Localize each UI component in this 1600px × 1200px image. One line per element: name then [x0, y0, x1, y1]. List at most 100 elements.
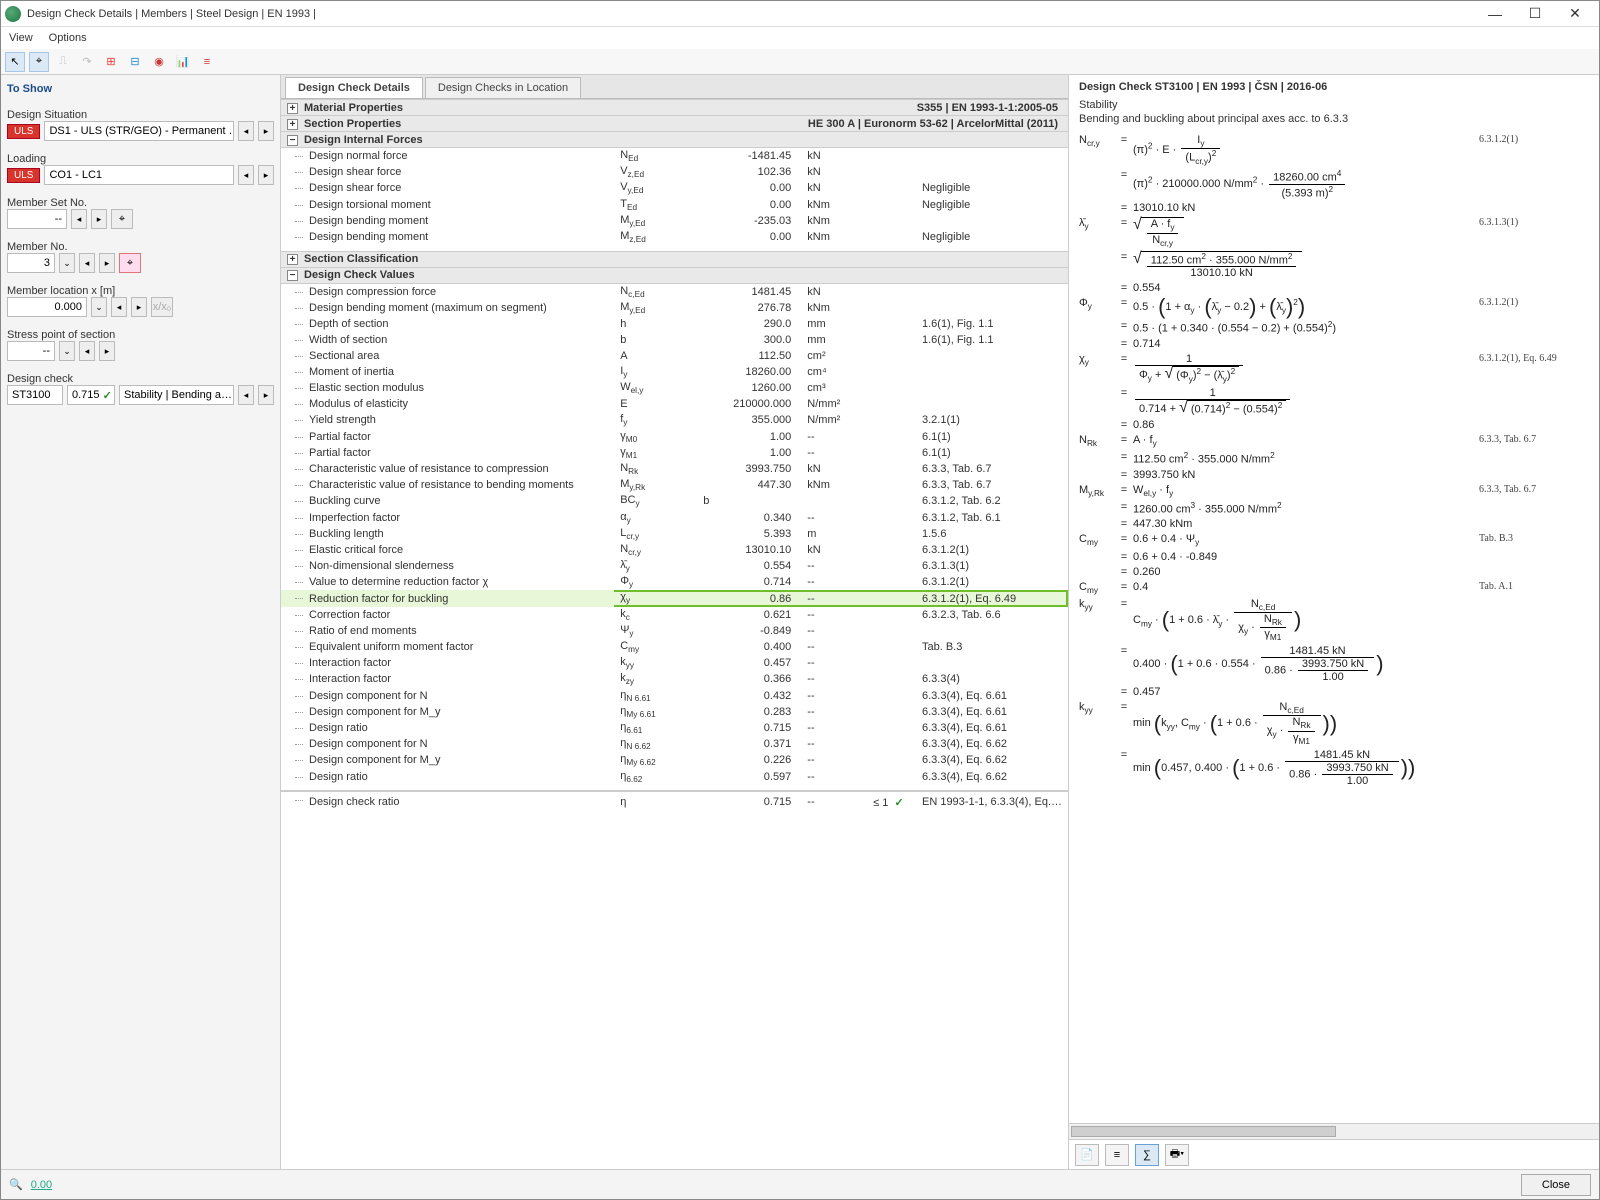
memberloc-field[interactable]: 0.000: [7, 297, 87, 317]
data-row[interactable]: Design component for M_yηMy 6.620.226--6…: [281, 752, 1068, 768]
data-row[interactable]: Design ratioη6.620.597--6.3.3(4), Eq. 6.…: [281, 769, 1068, 785]
memberno-prev-button[interactable]: ◂: [79, 253, 95, 273]
minimize-button[interactable]: —: [1475, 2, 1515, 26]
stress-field[interactable]: --: [7, 341, 55, 361]
data-row[interactable]: Buckling curveBCyb6.3.1.2, Tab. 6.2: [281, 493, 1068, 509]
rtool-2-icon[interactable]: ≡: [1105, 1144, 1129, 1166]
designcheck-label: Design check: [7, 373, 274, 385]
group-row[interactable]: +Material PropertiesS355 | EN 1993-1-1:2…: [281, 100, 1068, 116]
memberset-next-button[interactable]: ▸: [91, 209, 107, 229]
menu-view[interactable]: View: [9, 32, 33, 44]
memberno-next-button[interactable]: ▸: [99, 253, 115, 273]
data-row[interactable]: Sectional areaA112.50cm²: [281, 348, 1068, 364]
data-row[interactable]: Design torsional momentTEd0.00kNmNegligi…: [281, 197, 1068, 213]
data-row[interactable]: Depth of sectionh290.0mm1.6(1), Fig. 1.1: [281, 316, 1068, 332]
group-row[interactable]: −Design Check Values: [281, 267, 1068, 283]
data-row[interactable]: Non-dimensional slendernessλ̄y0.554--6.3…: [281, 558, 1068, 574]
rtool-1-icon[interactable]: 📄: [1075, 1144, 1099, 1166]
data-row[interactable]: Design shear forceVy,Ed0.00kNNegligible: [281, 180, 1068, 196]
memberno-pick-icon[interactable]: ⌖: [119, 253, 141, 273]
memberset-prev-button[interactable]: ◂: [71, 209, 87, 229]
group-row[interactable]: +Section Classification: [281, 251, 1068, 267]
memberloc-extra-icon[interactable]: x/x₀: [151, 297, 173, 317]
rtool-print-icon[interactable]: 🖶▾: [1165, 1144, 1189, 1166]
data-row[interactable]: Design normal forceNEd-1481.45kN: [281, 148, 1068, 165]
memberloc-label: Member location x [m]: [7, 285, 274, 297]
dc-next-button[interactable]: ▸: [258, 385, 274, 405]
memberset-field[interactable]: --: [7, 209, 67, 229]
data-row[interactable]: Design component for NηN 6.620.371--6.3.…: [281, 736, 1068, 752]
situation-field[interactable]: DS1 - ULS (STR/GEO) - Permanent …: [44, 121, 234, 141]
memberloc-dropdown-button[interactable]: ⌄: [91, 297, 107, 317]
data-row[interactable]: Design bending moment (maximum on segmen…: [281, 300, 1068, 316]
memberset-pick-icon[interactable]: ⌖: [111, 209, 133, 229]
loading-prev-button[interactable]: ◂: [238, 165, 254, 185]
data-row[interactable]: Design component for NηN 6.610.432--6.3.…: [281, 688, 1068, 704]
maximize-button[interactable]: ☐: [1515, 2, 1555, 26]
data-row[interactable]: Design shear forceVz,Ed102.36kN: [281, 164, 1068, 180]
situation-prev-button[interactable]: ◂: [238, 121, 254, 141]
data-row[interactable]: Elastic section modulusWel,y1260.00cm³: [281, 380, 1068, 396]
data-row[interactable]: Value to determine reduction factor χΦy0…: [281, 574, 1068, 590]
tool-4-icon[interactable]: ↷: [77, 52, 97, 72]
close-window-button[interactable]: ✕: [1555, 2, 1595, 26]
data-row[interactable]: Moment of inertiaIy18260.00cm⁴: [281, 364, 1068, 380]
data-row[interactable]: Characteristic value of resistance to co…: [281, 461, 1068, 477]
tool-cursor-icon[interactable]: ⌖: [29, 52, 49, 72]
memberno-field[interactable]: 3: [7, 253, 55, 273]
dc-desc-field[interactable]: Stability | Bending a…: [119, 385, 234, 405]
data-row[interactable]: Partial factorγM11.00--6.1(1): [281, 445, 1068, 461]
situation-next-button[interactable]: ▸: [258, 121, 274, 141]
data-row[interactable]: Design bending momentMz,Ed0.00kNmNegligi…: [281, 229, 1068, 245]
tool-3-icon[interactable]: ⎍: [53, 52, 73, 72]
loading-next-button[interactable]: ▸: [258, 165, 274, 185]
stress-next-button[interactable]: ▸: [99, 341, 115, 361]
data-row[interactable]: Interaction factorkyy0.457--: [281, 655, 1068, 671]
menu-options[interactable]: Options: [49, 32, 87, 44]
data-row[interactable]: Correction factorkc0.621--6.3.2.3, Tab. …: [281, 607, 1068, 623]
loading-field[interactable]: CO1 - LC1: [44, 165, 234, 185]
data-row[interactable]: Width of sectionb300.0mm1.6(1), Fig. 1.1: [281, 332, 1068, 348]
status-help-icon[interactable]: 🔍: [9, 1178, 23, 1191]
data-row[interactable]: Elastic critical forceNcr,y13010.10kN6.3…: [281, 542, 1068, 558]
data-row[interactable]: Design ratioη6.610.715--6.3.3(4), Eq. 6.…: [281, 720, 1068, 736]
tab-location[interactable]: Design Checks in Location: [425, 77, 581, 98]
right-hscrollbar[interactable]: [1069, 1123, 1599, 1139]
status-progress-icon[interactable]: 0.00: [31, 1179, 52, 1191]
group-row[interactable]: +Section PropertiesHE 300 A | Euronorm 5…: [281, 116, 1068, 132]
data-row[interactable]: Reduction factor for bucklingχy0.86--6.3…: [281, 590, 1068, 606]
data-row[interactable]: Equivalent uniform moment factorCmy0.400…: [281, 639, 1068, 655]
data-row[interactable]: Interaction factorkzy0.366--6.3.3(4): [281, 671, 1068, 687]
data-row[interactable]: Characteristic value of resistance to be…: [281, 477, 1068, 493]
dc-prev-button[interactable]: ◂: [238, 385, 254, 405]
data-row[interactable]: Design compression forceNc,Ed1481.45kN: [281, 283, 1068, 300]
data-row[interactable]: Yield strengthfy355.000N/mm²3.2.1(1): [281, 412, 1068, 428]
tab-details[interactable]: Design Check Details: [285, 77, 423, 98]
data-row[interactable]: Ratio of end momentsΨy-0.849--: [281, 623, 1068, 639]
data-row[interactable]: Design check ratioη0.715--≤ 1 ✓EN 1993-1…: [281, 791, 1068, 813]
stress-dropdown-button[interactable]: ⌄: [59, 341, 75, 361]
data-row[interactable]: Partial factorγM01.00--6.1(1): [281, 429, 1068, 445]
data-row[interactable]: Design component for M_yηMy 6.610.283--6…: [281, 704, 1068, 720]
right-sub1: Stability: [1069, 99, 1599, 113]
data-row[interactable]: Design bending momentMy,Ed-235.03kNm: [281, 213, 1068, 229]
right-header: Design Check ST3100 | EN 1993 | ČSN | 20…: [1069, 75, 1599, 99]
tool-6-icon[interactable]: ⊟: [125, 52, 145, 72]
memberno-dropdown-button[interactable]: ⌄: [59, 253, 75, 273]
data-row[interactable]: Modulus of elasticityE210000.000N/mm²: [281, 396, 1068, 412]
rtool-3-icon[interactable]: ∑: [1135, 1144, 1159, 1166]
group-row[interactable]: −Design Internal Forces: [281, 132, 1068, 148]
tool-select-icon[interactable]: ↖: [5, 52, 25, 72]
stress-prev-button[interactable]: ◂: [79, 341, 95, 361]
tool-8-icon[interactable]: 📊: [173, 52, 193, 72]
close-button[interactable]: Close: [1521, 1174, 1591, 1196]
details-grid: +Material PropertiesS355 | EN 1993-1-1:2…: [281, 99, 1068, 1169]
memberloc-next-button[interactable]: ▸: [131, 297, 147, 317]
tool-7-icon[interactable]: ◉: [149, 52, 169, 72]
dc-code-field[interactable]: ST3100: [7, 385, 63, 405]
data-row[interactable]: Buckling lengthLcr,y5.393m1.5.6: [281, 526, 1068, 542]
data-row[interactable]: Imperfection factorαy0.340--6.3.1.2, Tab…: [281, 510, 1068, 526]
memberloc-prev-button[interactable]: ◂: [111, 297, 127, 317]
tool-5-icon[interactable]: ⊞: [101, 52, 121, 72]
tool-9-icon[interactable]: ≡: [197, 52, 217, 72]
